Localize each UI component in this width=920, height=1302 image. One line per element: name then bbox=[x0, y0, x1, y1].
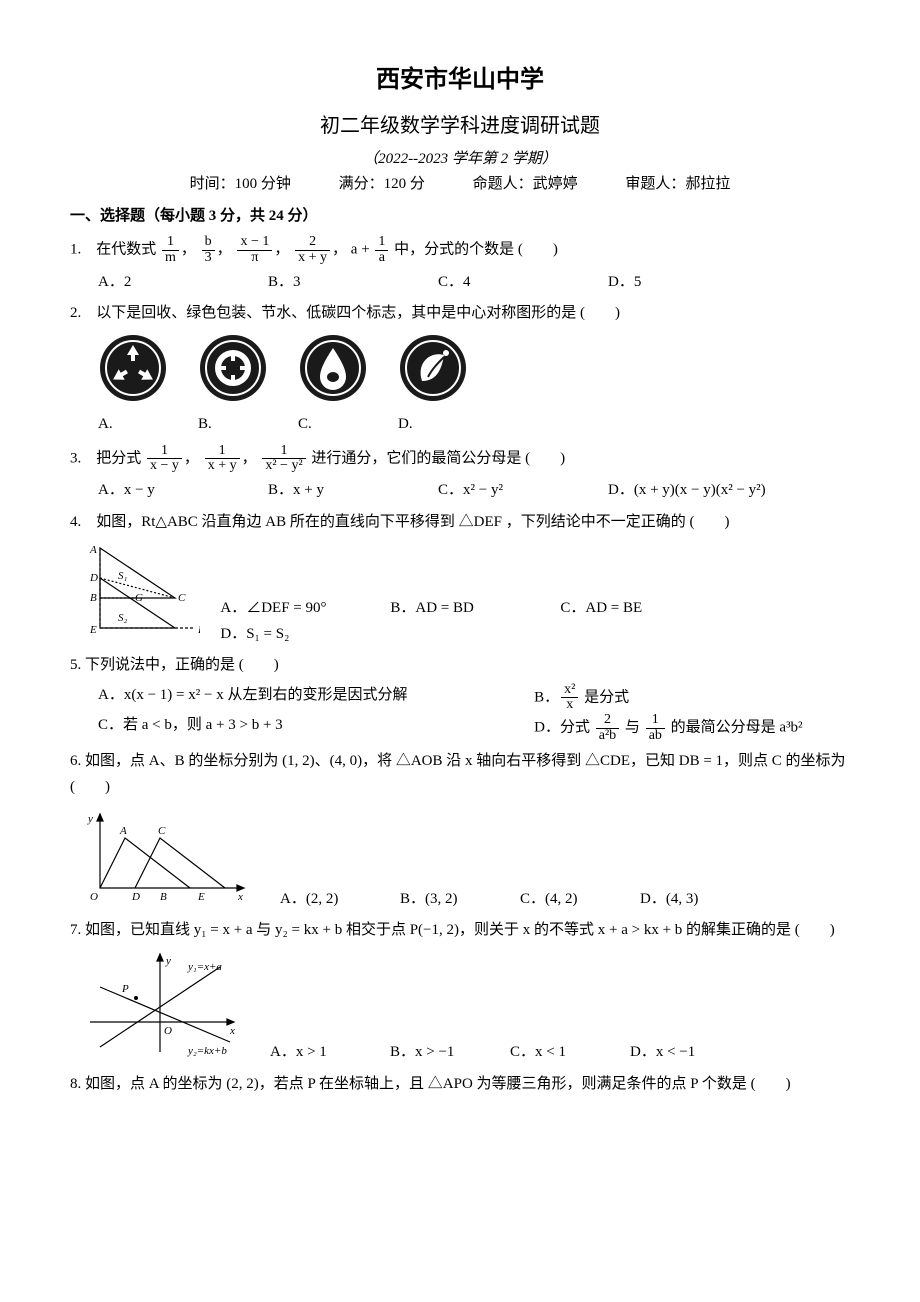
q2-opt-c: C. bbox=[298, 416, 312, 432]
meta-reviewer: 审题人：郝拉拉 bbox=[625, 176, 730, 192]
q4-diagram: A D B E C F S₁ S₂ G bbox=[80, 543, 200, 643]
svg-text:x: x bbox=[229, 1025, 235, 1037]
question-6: 6. 如图，点 A、B 的坐标分别为 (1, 2)、(4, 0)，将 △AOB … bbox=[70, 749, 850, 800]
question-2: 2. 以下是回收、绿色包装、节水、低碳四个标志，其中是中心对称图形的是 ( ) bbox=[70, 301, 850, 327]
q2-opt-a-wrap: A. bbox=[98, 333, 168, 438]
question-8: 8. 如图，点 A 的坐标为 (2, 2)，若点 P 在坐标轴上，且 △APO … bbox=[70, 1072, 850, 1098]
q1-stem-b: 中，分式的个数是 ( ) bbox=[394, 242, 558, 258]
q5-opt-c: C．若 a < b，则 a + 3 > b + 3 bbox=[98, 713, 534, 743]
q1-frac2: b3 bbox=[202, 235, 215, 265]
q7-diagram: y O x P y₁=x+a y₂=kx+b bbox=[80, 952, 240, 1062]
q4-opt-d: D．S₁ = S₂ bbox=[220, 622, 380, 648]
q1-opt-a: A．2 bbox=[98, 270, 258, 296]
question-4: 4. 如图，Rt△ABC 沿直角边 AB 所在的直线向下平移得到 △DEF ，下… bbox=[70, 510, 850, 536]
svg-text:y: y bbox=[165, 955, 171, 967]
q1-frac3: x − 1π bbox=[237, 235, 272, 265]
q2-opt-b-wrap: B. bbox=[198, 333, 268, 438]
q1-stem-a: 1. 在代数式 bbox=[70, 242, 160, 258]
recycle-icon bbox=[98, 333, 168, 403]
svg-text:B: B bbox=[160, 891, 167, 903]
q6-opt-a: A．(2, 2) bbox=[280, 887, 390, 913]
question-1: 1. 在代数式 1m， b3， x − 1π， 2x + y， a + 1a 中… bbox=[70, 235, 850, 265]
svg-text:O: O bbox=[90, 891, 98, 903]
meta-time: 时间：100 分钟 bbox=[190, 176, 291, 192]
q3-options: A．x − y B．x + y C．x² − y² D．(x + y)(x − … bbox=[98, 478, 850, 504]
q6-opt-c: C．(4, 2) bbox=[520, 887, 630, 913]
q3-stem-a: 3. 把分式 bbox=[70, 450, 145, 466]
svg-text:F: F bbox=[197, 624, 200, 636]
q4-opt-b: B．AD = BD bbox=[390, 596, 550, 622]
q5-opt-d: D．分式 2a²b 与 1ab 的最简公分母是 a³b² bbox=[534, 713, 802, 743]
svg-text:B: B bbox=[90, 592, 97, 604]
svg-text:D: D bbox=[89, 572, 98, 584]
q1-frac5: 1a bbox=[375, 235, 388, 265]
svg-text:A: A bbox=[89, 544, 97, 556]
svg-text:y₂=kx+b: y₂=kx+b bbox=[187, 1045, 227, 1057]
q2-images: A. B. C. D. bbox=[98, 333, 850, 438]
q4-opt-c: C．AD = BE bbox=[560, 596, 720, 622]
q4-options: A．∠DEF = 90° B．AD = BD C．AD = BE D．S₁ = … bbox=[220, 596, 850, 647]
q4-opt-a: A．∠DEF = 90° bbox=[220, 596, 380, 622]
q1-opt-c: C．4 bbox=[438, 270, 598, 296]
term-line: （2022--2023 学年第 2 学期） bbox=[70, 147, 850, 173]
q1-frac4: 2x + y bbox=[295, 235, 330, 265]
question-7: 7. 如图，已知直线 y₁ = x + a 与 y₂ = kx + b 相交于点… bbox=[70, 918, 850, 944]
q5-options: A．x(x − 1) = x² − x 从左到右的变形是因式分解 B．x²x 是… bbox=[98, 683, 850, 744]
exam-subtitle: 初二年级数学学科进度调研试题 bbox=[70, 109, 850, 143]
svg-text:E: E bbox=[197, 891, 205, 903]
q3-opt-b: B．x + y bbox=[268, 478, 428, 504]
svg-text:G: G bbox=[135, 592, 143, 604]
svg-text:y₁=x+a: y₁=x+a bbox=[187, 961, 222, 973]
q1-options: A．2 B．3 C．4 D．5 bbox=[98, 270, 850, 296]
q6-opt-b: B．(3, 2) bbox=[400, 887, 510, 913]
svg-text:A: A bbox=[119, 825, 127, 837]
q2-opt-d-wrap: D. bbox=[398, 333, 468, 438]
q3-opt-c: C．x² − y² bbox=[438, 478, 598, 504]
q6-options: A．(2, 2) B．(3, 2) C．(4, 2) D．(4, 3) bbox=[280, 887, 760, 913]
svg-text:C: C bbox=[178, 592, 186, 604]
lowcarbon-icon bbox=[398, 333, 468, 403]
q3-stem-b: 进行通分，它们的最简公分母是 ( ) bbox=[311, 450, 565, 466]
meta-author: 命题人：武婷婷 bbox=[473, 176, 578, 192]
q2-opt-a: A. bbox=[98, 416, 113, 432]
package-icon bbox=[198, 333, 268, 403]
q3-opt-d: D．(x + y)(x − y)(x² − y²) bbox=[608, 478, 828, 504]
svg-text:S₁: S₁ bbox=[118, 570, 128, 582]
svg-text:P: P bbox=[121, 983, 129, 995]
water-icon bbox=[298, 333, 368, 403]
svg-text:S₂: S₂ bbox=[118, 612, 128, 624]
q7-opt-a: A．x > 1 bbox=[270, 1040, 380, 1066]
q1-frac1: 1m bbox=[162, 235, 179, 265]
meta-full: 满分：120 分 bbox=[339, 176, 425, 192]
section-1-head: 一、选择题（每小题 3 分，共 24 分） bbox=[70, 204, 850, 230]
q1-term5a: a + bbox=[351, 242, 374, 258]
q6-diagram: y O A C D B E x bbox=[80, 808, 250, 908]
school-title: 西安市华山中学 bbox=[70, 60, 850, 101]
q7-opt-c: C．x < 1 bbox=[510, 1040, 620, 1066]
q6-opt-d: D．(4, 3) bbox=[640, 887, 750, 913]
q7-options: A．x > 1 B．x > −1 C．x < 1 D．x < −1 bbox=[270, 1040, 750, 1066]
q3-f1: 1x − y bbox=[147, 444, 182, 474]
q2-opt-b: B. bbox=[198, 416, 212, 432]
svg-text:E: E bbox=[89, 624, 97, 636]
question-5: 5. 下列说法中，正确的是 ( ) bbox=[70, 653, 850, 679]
q5-opt-b: B．x²x 是分式 bbox=[534, 683, 629, 713]
q3-f2: 1x + y bbox=[205, 444, 240, 474]
q1-opt-d: D．5 bbox=[608, 270, 768, 296]
svg-text:x: x bbox=[237, 891, 243, 903]
q1-opt-b: B．3 bbox=[268, 270, 428, 296]
svg-text:D: D bbox=[131, 891, 140, 903]
svg-text:y: y bbox=[87, 813, 93, 825]
svg-text:O: O bbox=[164, 1025, 172, 1037]
q5-opt-a: A．x(x − 1) = x² − x 从左到右的变形是因式分解 bbox=[98, 683, 534, 713]
meta-line: 时间：100 分钟 满分：120 分 命题人：武婷婷 审题人：郝拉拉 bbox=[70, 172, 850, 198]
q7-opt-d: D．x < −1 bbox=[630, 1040, 740, 1066]
q3-f3: 1x² − y² bbox=[262, 444, 305, 474]
q2-opt-d: D. bbox=[398, 416, 413, 432]
question-3: 3. 把分式 1x − y， 1x + y， 1x² − y² 进行通分，它们的… bbox=[70, 444, 850, 474]
q2-opt-c-wrap: C. bbox=[298, 333, 368, 438]
q3-opt-a: A．x − y bbox=[98, 478, 258, 504]
svg-text:C: C bbox=[158, 825, 166, 837]
q7-opt-b: B．x > −1 bbox=[390, 1040, 500, 1066]
